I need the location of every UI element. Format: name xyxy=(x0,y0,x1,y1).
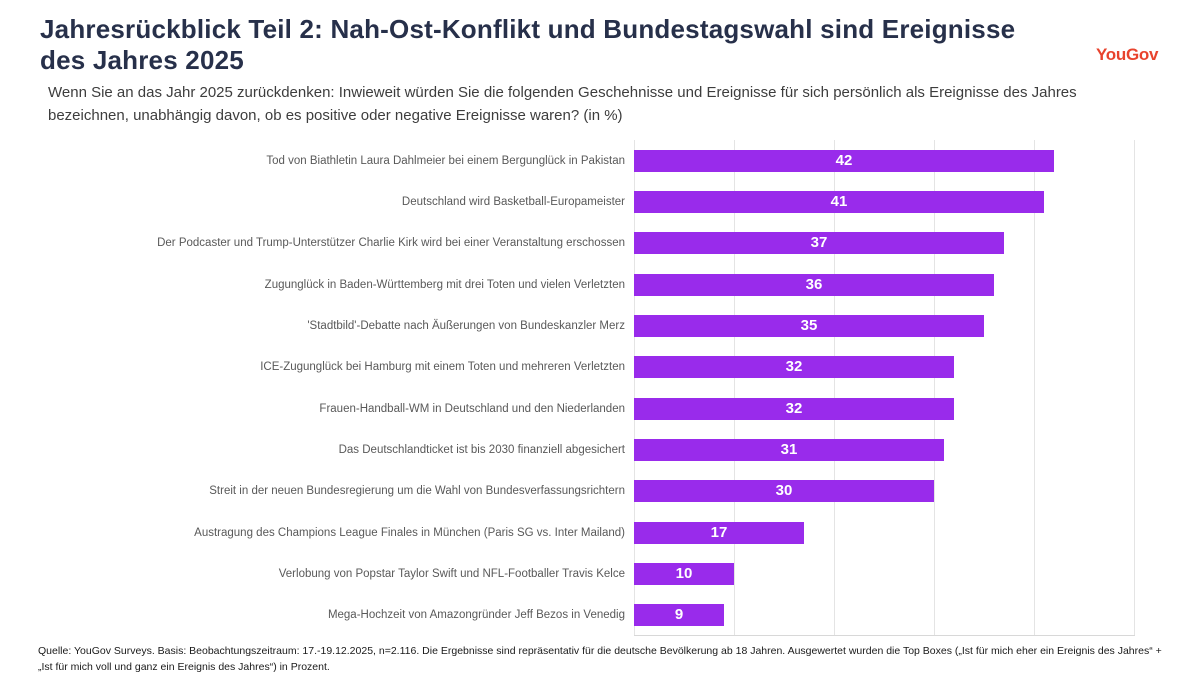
chart-row: 'Stadtbild'-Debatte nach Äußerungen von … xyxy=(0,305,1200,346)
bar-track: 31 xyxy=(634,438,1134,461)
yougov-logo: YouGov xyxy=(1096,45,1159,64)
gridline-0 xyxy=(634,140,635,636)
gridline-30 xyxy=(934,140,935,636)
bar: 30 xyxy=(634,480,934,503)
bar: 32 xyxy=(634,356,954,379)
bar-track: 42 xyxy=(634,149,1134,172)
chart-row: Austragung des Champions League Finales … xyxy=(0,512,1200,553)
bar: 31 xyxy=(634,438,944,461)
bar: 41 xyxy=(634,190,1044,213)
bar-track: 9 xyxy=(634,604,1134,627)
gridline-20 xyxy=(834,140,835,636)
bar: 35 xyxy=(634,314,984,337)
chart-row: Der Podcaster und Trump-Unterstützer Cha… xyxy=(0,223,1200,264)
category-label: 'Stadtbild'-Debatte nach Äußerungen von … xyxy=(307,319,625,332)
chart-row: Frauen-Handball-WM in Deutschland und de… xyxy=(0,388,1200,429)
bar-track: 10 xyxy=(634,562,1134,585)
bar-value-label: 32 xyxy=(785,399,803,417)
bar: 36 xyxy=(634,273,994,296)
category-label: Tod von Biathletin Laura Dahlmeier bei e… xyxy=(266,154,625,167)
bar-value-label: 32 xyxy=(785,358,803,376)
bar-value-label: 10 xyxy=(675,564,693,582)
chart-row: Tod von Biathletin Laura Dahlmeier bei e… xyxy=(0,140,1200,181)
chart-gridlines xyxy=(634,140,1135,636)
category-label: Verlobung von Popstar Taylor Swift und N… xyxy=(278,567,625,580)
bar-value-label: 9 xyxy=(674,606,684,624)
bar-value-label: 31 xyxy=(780,440,798,458)
bar: 9 xyxy=(634,604,724,627)
x-axis-line xyxy=(634,635,1135,636)
bar-value-label: 35 xyxy=(800,316,818,334)
chart-row: Deutschland wird Basketball-Europameiste… xyxy=(0,181,1200,222)
category-label: Streit in der neuen Bundesregierung um d… xyxy=(209,485,625,498)
category-label: Austragung des Champions League Finales … xyxy=(194,526,625,539)
gridline-50 xyxy=(1134,140,1135,636)
category-label: ICE-Zugunglück bei Hamburg mit einem Tot… xyxy=(260,361,625,374)
chart-row: Verlobung von Popstar Taylor Swift und N… xyxy=(0,553,1200,594)
bar-track: 17 xyxy=(634,521,1134,544)
category-label: Deutschland wird Basketball-Europameiste… xyxy=(401,195,625,208)
bar-value-label: 17 xyxy=(710,523,728,541)
category-label: Zugunglück in Baden-Württemberg mit drei… xyxy=(264,278,625,291)
category-label: Mega-Hochzeit von Amazongründer Jeff Bez… xyxy=(327,609,625,622)
bar-chart: Tod von Biathletin Laura Dahlmeier bei e… xyxy=(0,140,1200,636)
chart-row: Zugunglück in Baden-Württemberg mit drei… xyxy=(0,264,1200,305)
chart-row: Streit in der neuen Bundesregierung um d… xyxy=(0,471,1200,512)
bar-track: 35 xyxy=(634,314,1134,337)
gridline-10 xyxy=(734,140,735,636)
bar-track: 41 xyxy=(634,190,1134,213)
bar-value-label: 42 xyxy=(835,151,853,169)
bar-value-label: 36 xyxy=(805,275,823,293)
bar: 17 xyxy=(634,521,804,544)
source-note: Quelle: YouGov Surveys. Basis: Beobachtu… xyxy=(38,645,1162,674)
chart-row: Das Deutschlandticket ist bis 2030 finan… xyxy=(0,429,1200,470)
chart-row: ICE-Zugunglück bei Hamburg mit einem Tot… xyxy=(0,347,1200,388)
survey-question: Wenn Sie an das Jahr 2025 zurückdenken: … xyxy=(48,84,1077,124)
bar: 32 xyxy=(634,397,954,420)
bar-track: 32 xyxy=(634,356,1134,379)
bar-track: 32 xyxy=(634,397,1134,420)
bar-track: 37 xyxy=(634,232,1134,255)
bar: 37 xyxy=(634,232,1004,255)
category-label: Das Deutschlandticket ist bis 2030 finan… xyxy=(338,443,625,456)
page-title: Jahresrückblick Teil 2: Nah-Ost-Konflikt… xyxy=(40,14,1016,75)
category-label: Frauen-Handball-WM in Deutschland und de… xyxy=(319,402,625,415)
bar-value-label: 41 xyxy=(830,192,848,210)
bar-value-label: 37 xyxy=(810,234,828,252)
gridline-40 xyxy=(1034,140,1035,636)
bar: 42 xyxy=(634,149,1054,172)
bar-track: 30 xyxy=(634,480,1134,503)
chart-row: Mega-Hochzeit von Amazongründer Jeff Bez… xyxy=(0,595,1200,636)
category-label: Der Podcaster und Trump-Unterstützer Cha… xyxy=(157,237,625,250)
bar-value-label: 30 xyxy=(775,482,793,500)
bar: 10 xyxy=(634,562,734,585)
bar-track: 36 xyxy=(634,273,1134,296)
